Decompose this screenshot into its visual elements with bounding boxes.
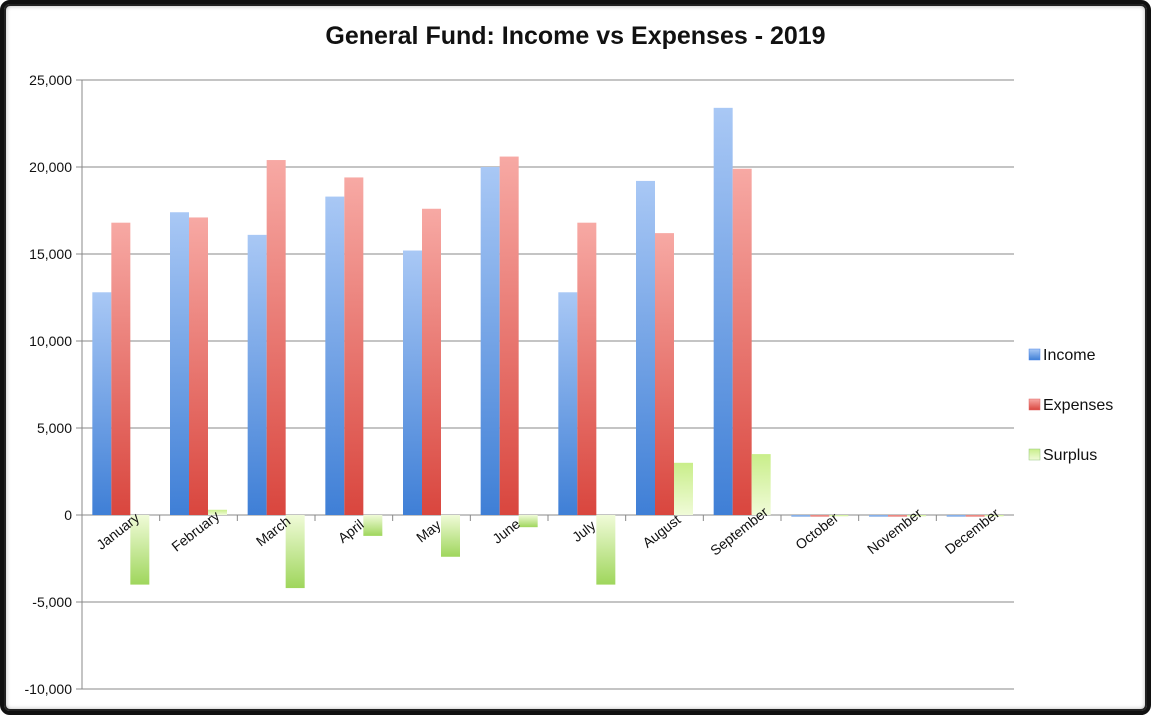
bar-surplus-october	[829, 515, 849, 517]
x-tick-label: May	[413, 517, 444, 546]
bar-surplus-december	[984, 515, 1004, 517]
legend-label-income: Income	[1043, 347, 1096, 364]
bar-income-february	[170, 212, 189, 516]
bar-income-may	[403, 250, 422, 515]
bar-expenses-january	[111, 222, 131, 515]
bar-expenses-june	[499, 156, 519, 515]
bar-expenses-september	[732, 168, 752, 516]
y-tick-label: 5,000	[37, 420, 72, 436]
bar-income-june	[480, 167, 500, 515]
bar-income-november	[869, 515, 888, 517]
bar-expenses-february	[189, 217, 208, 515]
chart-title: General Fund: Income vs Expenses - 2019	[325, 22, 826, 50]
bar-expenses-august	[655, 233, 674, 515]
x-tick-label: June	[489, 515, 523, 546]
bar-expenses-november	[888, 515, 907, 517]
x-tick-label: July	[569, 517, 598, 545]
bar-expenses-march	[266, 160, 286, 516]
bar-surplus-march	[285, 515, 305, 589]
bar-surplus-january	[130, 515, 150, 585]
y-tick-label: 0	[64, 507, 72, 523]
x-axis-ticks: January February March April May June July Augu…	[93, 503, 1003, 558]
legend-swatch-surplus	[1028, 448, 1041, 461]
x-tick-label: November	[864, 505, 925, 558]
bar-surplus-april	[363, 515, 383, 536]
legend-swatch-expenses	[1028, 398, 1041, 411]
gridlines	[76, 79, 1014, 690]
bar-surplus-september	[751, 454, 771, 515]
bar-surplus-august	[674, 462, 693, 515]
bar-expenses-may	[422, 208, 441, 515]
y-tick-label: -10,000	[25, 681, 73, 697]
y-axis-ticks: -10,000 -5,000 0 5,000 10,000 15,000 20,000 25,…	[25, 72, 73, 697]
bar-expenses-april	[344, 177, 364, 515]
bar-surplus-july	[596, 515, 616, 585]
bar-income-october	[791, 515, 811, 517]
y-tick-label: 20,000	[29, 159, 72, 175]
y-tick-label: 10,000	[29, 333, 72, 349]
bar-surplus-february	[208, 509, 227, 515]
bar-income-april	[325, 196, 345, 515]
x-tick-label: August	[639, 511, 683, 551]
x-tick-label: April	[335, 516, 367, 546]
bar-income-september	[713, 107, 733, 515]
y-tick-label: -5,000	[32, 594, 72, 610]
bar-income-december	[946, 515, 966, 517]
bar-income-january	[92, 292, 112, 515]
bar-surplus-november	[907, 515, 926, 517]
bar-expenses-october	[810, 515, 830, 517]
bar-expenses-july	[577, 222, 597, 515]
bar-income-august	[636, 180, 655, 516]
bar-expenses-december	[965, 515, 985, 517]
bar-surplus-june	[518, 515, 538, 528]
x-tick-label: December	[942, 505, 1003, 558]
bars	[92, 107, 1004, 589]
y-tick-label: 15,000	[29, 246, 72, 262]
y-tick-label: 25,000	[29, 72, 72, 88]
bar-surplus-may	[441, 515, 460, 557]
bar-income-july	[558, 292, 578, 515]
legend-label-surplus: Surplus	[1043, 447, 1097, 464]
bar-income-march	[247, 234, 267, 516]
legend-label-expenses: Expenses	[1043, 397, 1113, 414]
legend-swatch-income	[1028, 348, 1041, 361]
legend: Income Expenses Surplus	[1028, 347, 1113, 464]
